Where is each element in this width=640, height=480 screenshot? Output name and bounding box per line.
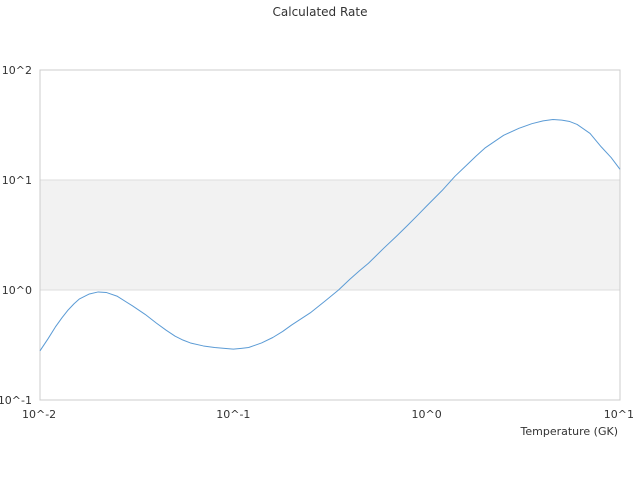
plot-area-frame [39,69,621,401]
y-tick-label: 10^1 [2,174,32,187]
x-tick-labels: 10^-2 10^-1 10^0 10^1 [22,408,634,421]
y-tick-label: 10^2 [2,64,32,77]
chart-title: Calculated Rate [273,5,368,19]
shaded-band [40,180,620,290]
x-tick-label: 10^-1 [216,408,250,421]
series-layer [39,118,621,352]
x-tick-label: 10^0 [412,408,442,421]
shaded-band-layer [40,180,620,290]
x-tick-label: 10^1 [604,408,634,421]
y-tick-label: 10^0 [2,284,32,297]
x-tick-label: 10^-2 [22,408,56,421]
y-tick-labels: 10^-1 10^0 10^1 10^2 [0,64,32,407]
x-axis-title: Temperature (GK) [520,425,619,438]
series-line-0 [39,118,621,352]
y-tick-label: 10^-1 [0,394,32,407]
